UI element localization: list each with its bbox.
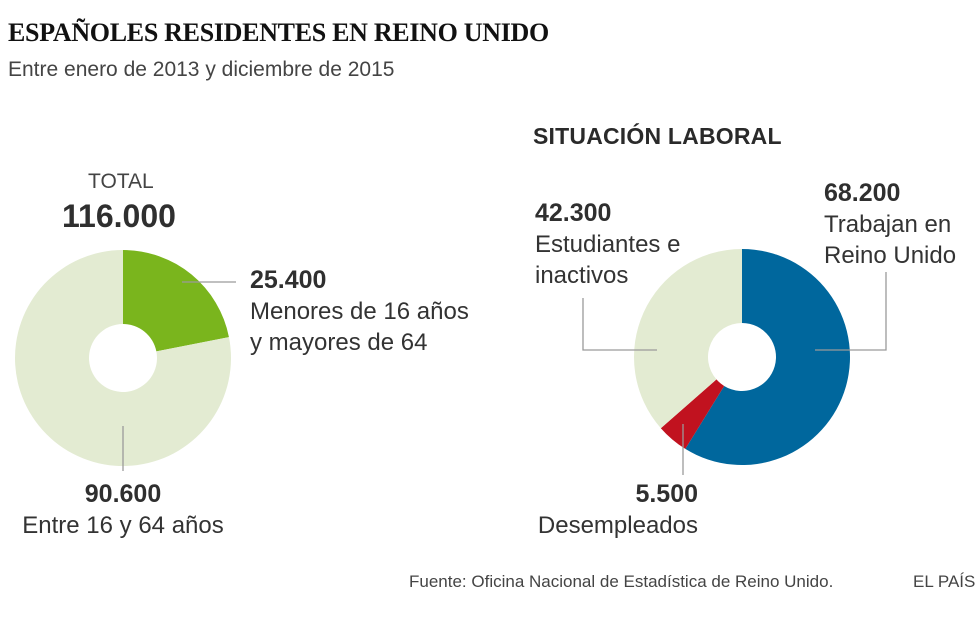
slice-value-menores: 25.400 [250, 266, 327, 294]
slice-label-entre-16-64: 90.600 Entre 16 y 64 años [8, 479, 238, 541]
section-title-situacion-laboral: SITUACIÓN LABORAL [533, 123, 782, 149]
slice-text-desempleados: Desempleados [537, 512, 698, 539]
donut-total [14, 250, 231, 466]
donut-situacion-laboral [633, 249, 850, 465]
leader-line-trabajan [815, 272, 887, 351]
leader-line-estudiantes [582, 298, 657, 351]
slice-text-estudiantes-line2: inactivos [535, 262, 629, 289]
chart-title: ESPAÑOLES RESIDENTES EN REINO UNIDO [8, 18, 549, 47]
slice-text-menores-line2: y mayores de 64 [250, 329, 428, 356]
total-value: 116.000 [62, 198, 176, 234]
slice-text-entre-16-64: Entre 16 y 64 años [22, 512, 224, 539]
slice-text-estudiantes-line1: Estudiantes e [535, 231, 681, 258]
laboral-slice-2 [633, 249, 742, 429]
slice-text-trabajan-line1: Trabajan en [824, 211, 952, 238]
slice-value-desempleados: 5.500 [635, 480, 698, 508]
source-note: Fuente: Oficina Nacional de Estadística … [409, 572, 834, 591]
laboral-slice-1 [660, 379, 725, 449]
chart-subtitle: Entre enero de 2013 y diciembre de 2015 [8, 58, 395, 81]
total-slice-1 [14, 250, 231, 466]
slice-value-trabajan: 68.200 [824, 179, 901, 207]
slice-value-estudiantes: 42.300 [535, 199, 612, 227]
total-caption: TOTAL [88, 170, 154, 193]
slice-label-estudiantes: 42.300 Estudiantes e inactivos [535, 198, 680, 291]
slice-text-trabajan-line2: Reino Unido [824, 242, 957, 269]
slice-label-trabajan: 68.200 Trabajan en Reino Unido [824, 178, 956, 271]
brand-logo-text: EL PAÍS [913, 572, 976, 591]
laboral-slice-0 [685, 249, 850, 465]
slice-value-entre-16-64: 90.600 [84, 480, 162, 508]
total-slice-0 [123, 250, 229, 352]
slice-label-desempleados: 5.500 Desempleados [500, 479, 698, 541]
slice-label-menores: 25.400 Menores de 16 años y mayores de 6… [250, 265, 469, 358]
slice-text-menores-line1: Menores de 16 años [250, 298, 469, 325]
